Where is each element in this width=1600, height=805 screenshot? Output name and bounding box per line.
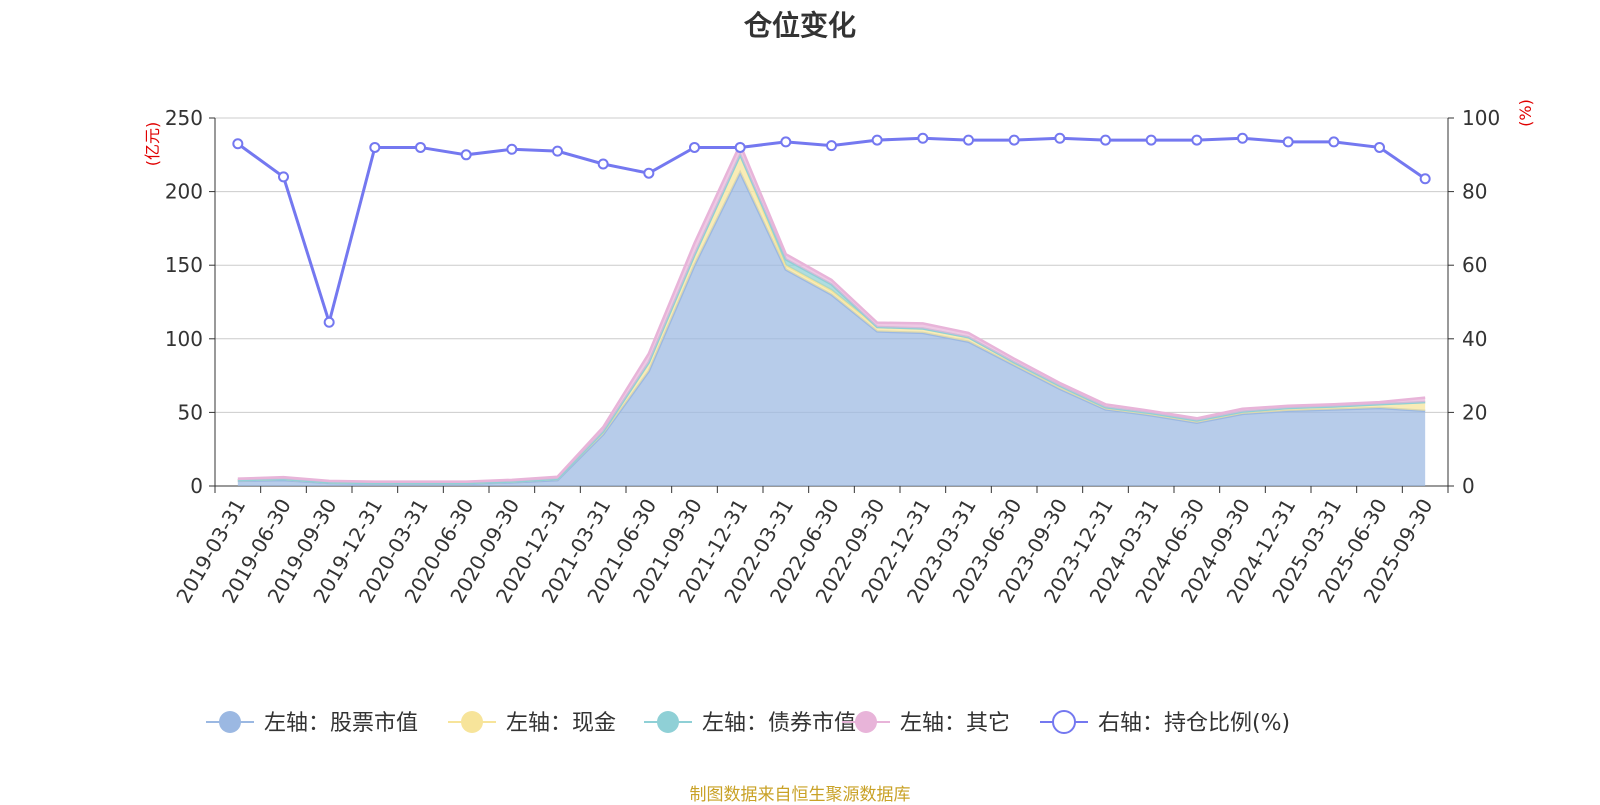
- right-axis-unit: (%): [1516, 99, 1535, 127]
- area-左轴：股票市值: [237, 172, 1426, 487]
- legend-item[interactable]: 左轴：股票市值: [206, 711, 418, 736]
- ratio-point: [780, 136, 792, 148]
- ratio-point: [415, 141, 426, 153]
- left-tick-label: 250: [165, 106, 203, 130]
- ratio-point: [1191, 134, 1203, 146]
- left-tick-label: 100: [165, 327, 203, 351]
- ratio-point: [1145, 134, 1157, 146]
- ratio-point: [506, 143, 518, 155]
- ratio-point: [1282, 136, 1294, 148]
- ratio-point: [1054, 132, 1066, 144]
- ratio-point: [963, 134, 974, 146]
- holding-ratio-line: [232, 132, 1431, 328]
- legend-marker: [1052, 710, 1076, 734]
- ratio-point: [734, 141, 746, 153]
- right-tick-label: 100: [1462, 106, 1500, 130]
- ratio-point: [369, 141, 381, 153]
- ratio-point: [826, 140, 837, 152]
- ratio-point: [1237, 132, 1248, 144]
- legend-item[interactable]: 左轴：现金: [448, 711, 616, 736]
- legend-label: 左轴：其它: [900, 711, 1010, 736]
- ratio-point: [552, 145, 563, 157]
- left-tick-label: 200: [165, 180, 203, 204]
- right-tick-label: 0: [1462, 474, 1475, 498]
- legend-marker: [657, 711, 679, 733]
- legend-marker: [461, 711, 483, 733]
- legend-label: 左轴：现金: [506, 711, 616, 736]
- legend-item[interactable]: 左轴：其它: [842, 711, 1010, 736]
- ratio-point: [643, 167, 655, 179]
- legend-marker: [219, 711, 241, 733]
- left-tick-label: 150: [165, 253, 203, 277]
- ratio-point: [1008, 134, 1020, 146]
- ratio-point: [323, 316, 335, 328]
- left-axis-unit: (亿元): [143, 122, 162, 167]
- right-tick-label: 80: [1462, 180, 1487, 204]
- legend-label: 右轴：持仓比例(%): [1098, 711, 1290, 736]
- right-tick-label: 60: [1462, 253, 1487, 277]
- ratio-point: [1328, 136, 1340, 148]
- legend[interactable]: 左轴：股票市值 左轴：现金 左轴：债券市值 左轴：其它 右轴：持仓比例(%): [206, 710, 1290, 736]
- ratio-point: [1374, 141, 1385, 153]
- ratio-point: [460, 149, 472, 161]
- legend-marker: [855, 711, 877, 733]
- ratio-point: [1100, 134, 1111, 146]
- ratio-point: [1419, 173, 1431, 185]
- legend-item[interactable]: 左轴：债券市值: [644, 711, 856, 736]
- ratio-point: [689, 141, 700, 153]
- left-tick-label: 50: [178, 400, 203, 424]
- ratio-point: [871, 134, 883, 146]
- data-source-note: 制图数据来自恒生聚源数据库: [689, 785, 911, 805]
- ratio-point: [917, 132, 929, 144]
- ratio-point: [278, 171, 289, 183]
- ratio-point: [232, 138, 244, 150]
- chart-title: 仓位变化: [743, 9, 856, 42]
- ratio-point: [597, 158, 609, 170]
- legend-label: 左轴：债券市值: [702, 711, 856, 736]
- stacked-areas: [237, 141, 1426, 487]
- area-edge-左轴：其它: [237, 141, 1426, 483]
- legend-label: 左轴：股票市值: [264, 711, 418, 736]
- right-tick-label: 40: [1462, 327, 1487, 351]
- left-tick-label: 0: [190, 474, 203, 498]
- legend-item[interactable]: 右轴：持仓比例(%): [1040, 710, 1290, 736]
- right-tick-label: 20: [1462, 400, 1487, 424]
